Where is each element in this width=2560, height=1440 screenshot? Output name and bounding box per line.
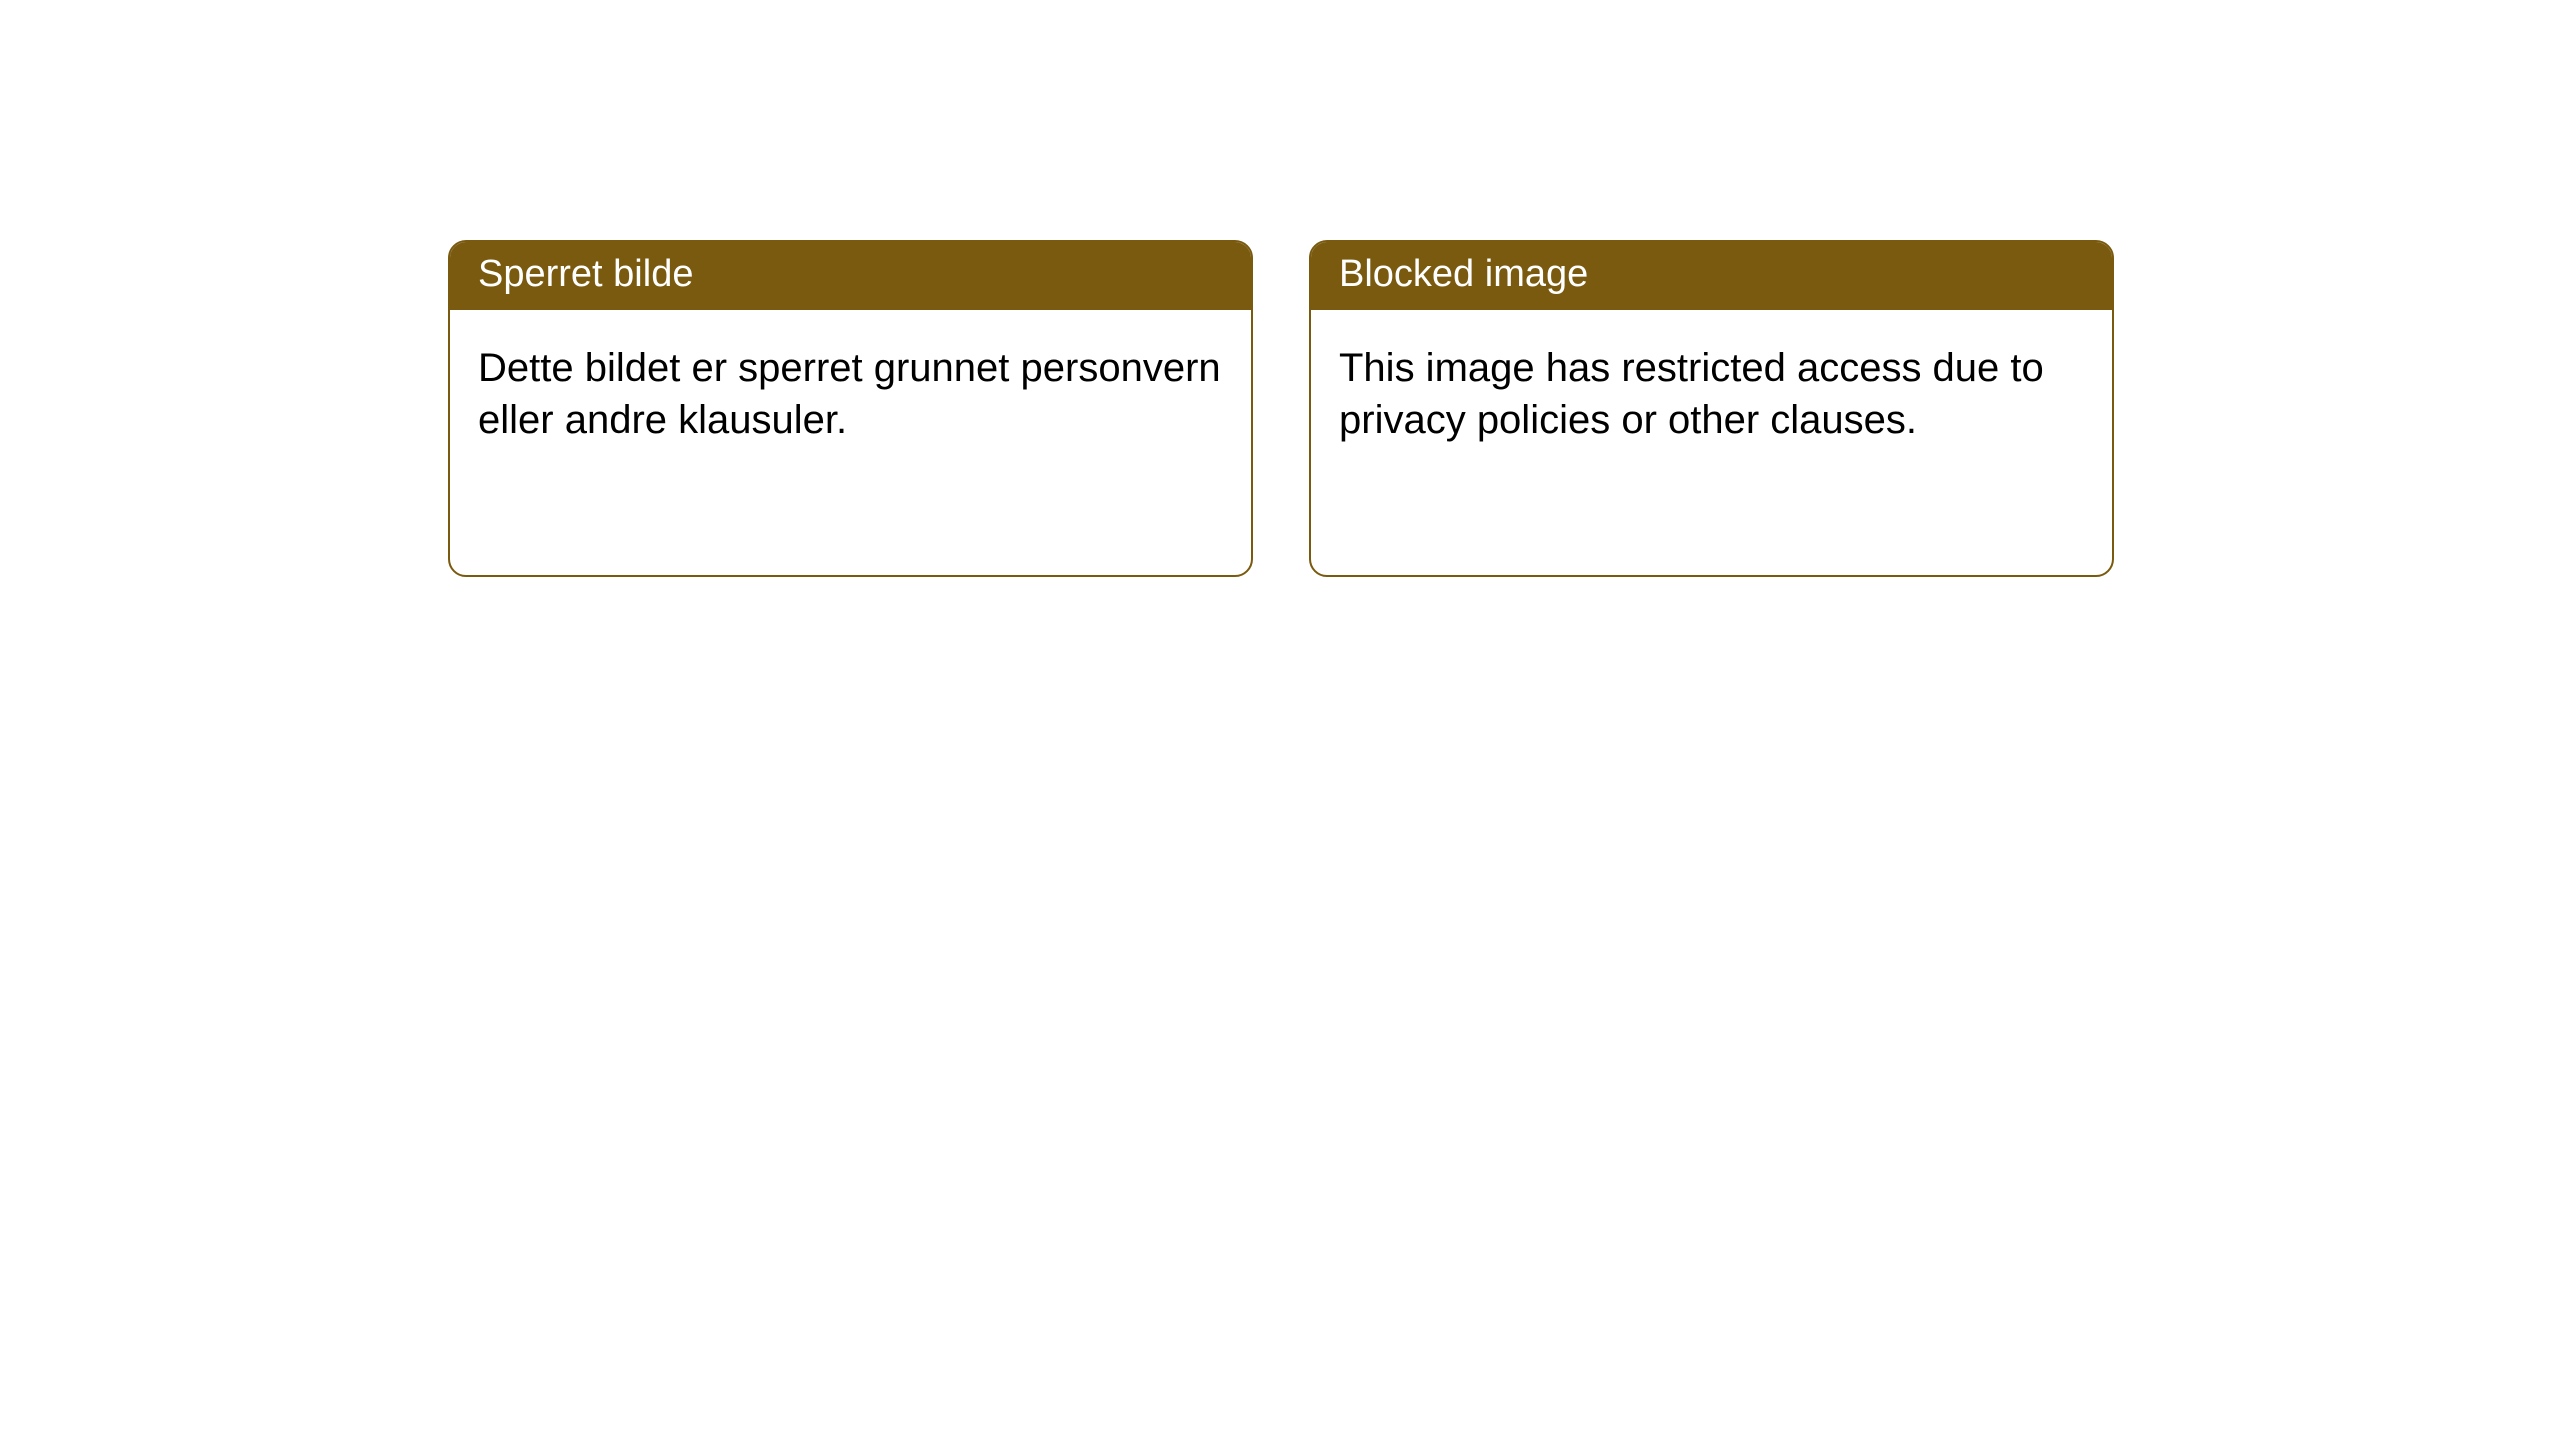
card-body-english: This image has restricted access due to … bbox=[1311, 310, 2112, 478]
card-text-english: This image has restricted access due to … bbox=[1339, 346, 2044, 442]
card-english: Blocked image This image has restricted … bbox=[1309, 240, 2114, 577]
card-text-norwegian: Dette bildet er sperret grunnet personve… bbox=[478, 346, 1221, 442]
cards-container: Sperret bilde Dette bildet er sperret gr… bbox=[0, 0, 2560, 577]
card-title-norwegian: Sperret bilde bbox=[478, 253, 693, 295]
card-header-norwegian: Sperret bilde bbox=[450, 242, 1251, 310]
card-norwegian: Sperret bilde Dette bildet er sperret gr… bbox=[448, 240, 1253, 577]
card-header-english: Blocked image bbox=[1311, 242, 2112, 310]
card-body-norwegian: Dette bildet er sperret grunnet personve… bbox=[450, 310, 1251, 478]
card-title-english: Blocked image bbox=[1339, 253, 1588, 295]
